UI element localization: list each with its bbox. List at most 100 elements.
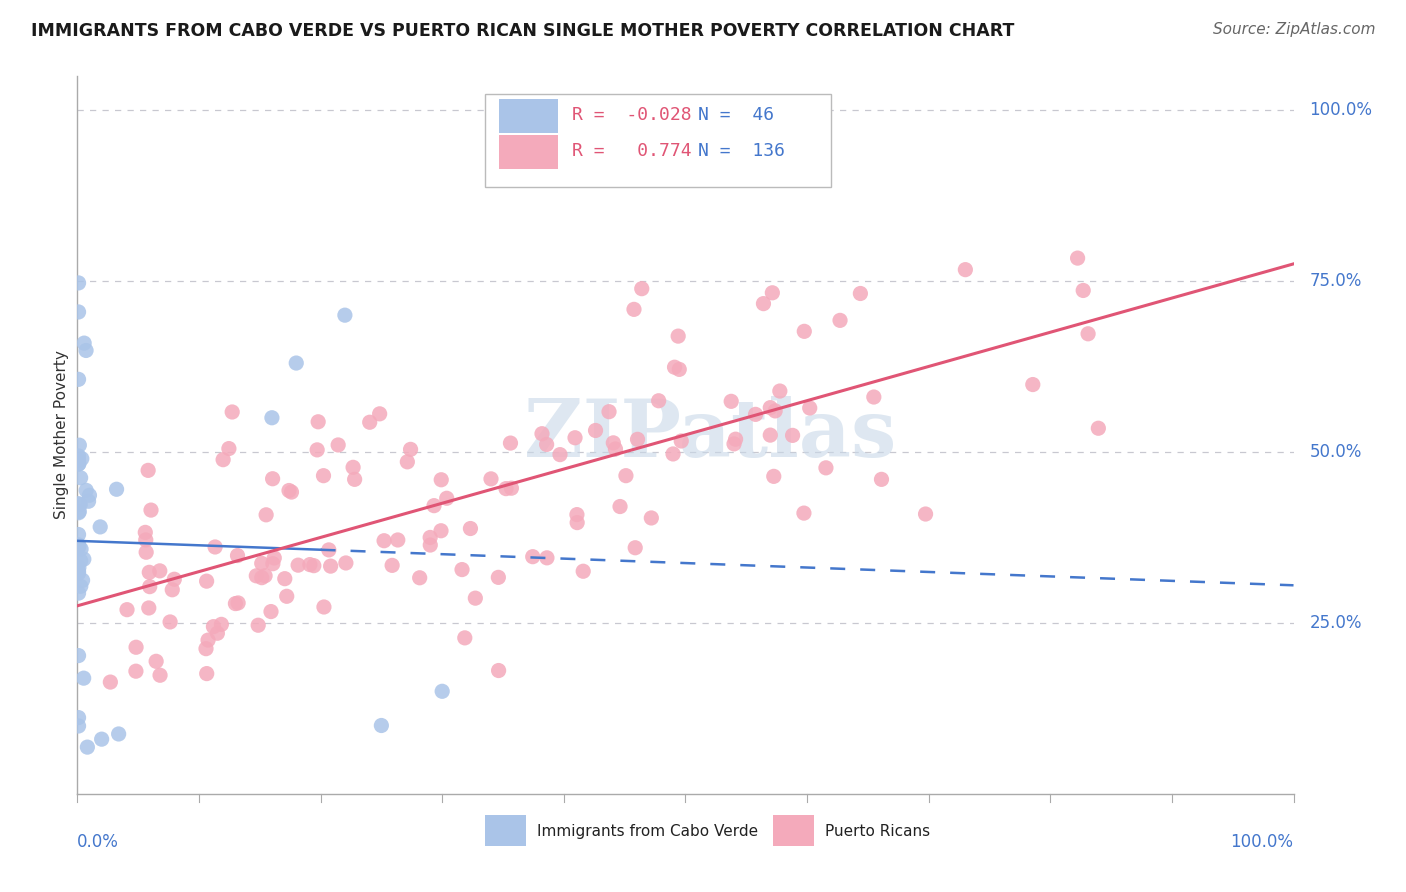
Point — [287, 558, 309, 573]
Point — [134, 525, 156, 540]
Point — [565, 508, 588, 522]
Point — [724, 432, 747, 446]
Point — [668, 362, 690, 376]
Point — [67, 566, 90, 581]
Point — [67, 540, 90, 554]
Point — [666, 329, 689, 343]
Point — [671, 434, 693, 448]
Point — [285, 356, 308, 370]
Point — [863, 390, 886, 404]
Point — [67, 506, 90, 520]
Point — [761, 285, 783, 300]
Point — [298, 558, 321, 572]
Point — [136, 463, 159, 477]
Point — [195, 574, 218, 589]
Point — [221, 405, 243, 419]
Point — [342, 460, 364, 475]
Point — [224, 597, 246, 611]
Point — [488, 664, 510, 678]
Point — [479, 472, 502, 486]
Point — [67, 586, 90, 600]
Point — [769, 384, 792, 398]
Text: R =   0.774: R = 0.774 — [572, 142, 692, 161]
Point — [565, 516, 588, 530]
Point — [69, 579, 91, 593]
Point — [195, 641, 218, 656]
Point — [451, 563, 474, 577]
Point — [849, 286, 872, 301]
Point — [75, 483, 97, 498]
Point — [207, 626, 229, 640]
Point — [548, 448, 571, 462]
Point — [1066, 251, 1088, 265]
Point — [263, 551, 285, 566]
Text: R =  -0.028: R = -0.028 — [572, 106, 692, 124]
Point — [67, 438, 90, 452]
Text: N =  136: N = 136 — [697, 142, 785, 161]
Point — [67, 565, 90, 579]
Point — [73, 671, 96, 685]
Point — [67, 305, 90, 319]
Point — [1071, 284, 1094, 298]
Point — [79, 488, 101, 502]
Point — [1087, 421, 1109, 435]
Point — [67, 538, 90, 552]
Point — [73, 336, 96, 351]
Point — [870, 472, 893, 486]
Point — [212, 452, 235, 467]
Point — [744, 408, 766, 422]
Point — [135, 545, 157, 559]
Point — [262, 472, 284, 486]
Point — [536, 550, 558, 565]
Point — [274, 572, 297, 586]
Bar — [499, 135, 558, 169]
Point — [254, 508, 277, 522]
Point — [69, 471, 91, 485]
Point — [162, 582, 184, 597]
Point — [782, 428, 804, 442]
Point — [759, 401, 782, 415]
Point — [318, 542, 340, 557]
Point — [105, 483, 128, 497]
Point — [262, 557, 284, 571]
Point — [276, 589, 298, 603]
Point — [499, 436, 522, 450]
Point — [254, 568, 277, 582]
FancyBboxPatch shape — [485, 94, 831, 187]
Point — [419, 531, 441, 545]
Point — [436, 491, 458, 506]
Bar — [499, 99, 558, 133]
Point — [762, 469, 785, 483]
Point — [408, 571, 430, 585]
Point — [67, 449, 90, 463]
Bar — [773, 815, 814, 846]
Point — [381, 558, 404, 573]
Point — [585, 424, 607, 438]
Point — [149, 564, 172, 578]
Point — [333, 308, 356, 322]
Point — [624, 541, 647, 555]
Point — [572, 564, 595, 578]
Point — [73, 552, 96, 566]
Point — [67, 648, 90, 663]
Point — [70, 542, 93, 557]
Point — [1022, 377, 1045, 392]
Point — [759, 428, 782, 442]
Text: Immigrants from Cabo Verde: Immigrants from Cabo Verde — [537, 823, 758, 838]
Point — [197, 633, 219, 648]
Point — [159, 615, 181, 629]
Point — [67, 719, 90, 733]
Point — [430, 684, 453, 698]
Point — [163, 572, 186, 586]
Point — [67, 276, 90, 290]
Point — [67, 453, 90, 467]
Point — [1077, 326, 1099, 341]
Point — [75, 343, 97, 358]
Point — [89, 520, 111, 534]
Point — [454, 631, 477, 645]
Point — [250, 571, 273, 585]
Point — [793, 506, 815, 520]
Point — [495, 482, 517, 496]
Point — [626, 433, 648, 447]
Point — [107, 727, 129, 741]
